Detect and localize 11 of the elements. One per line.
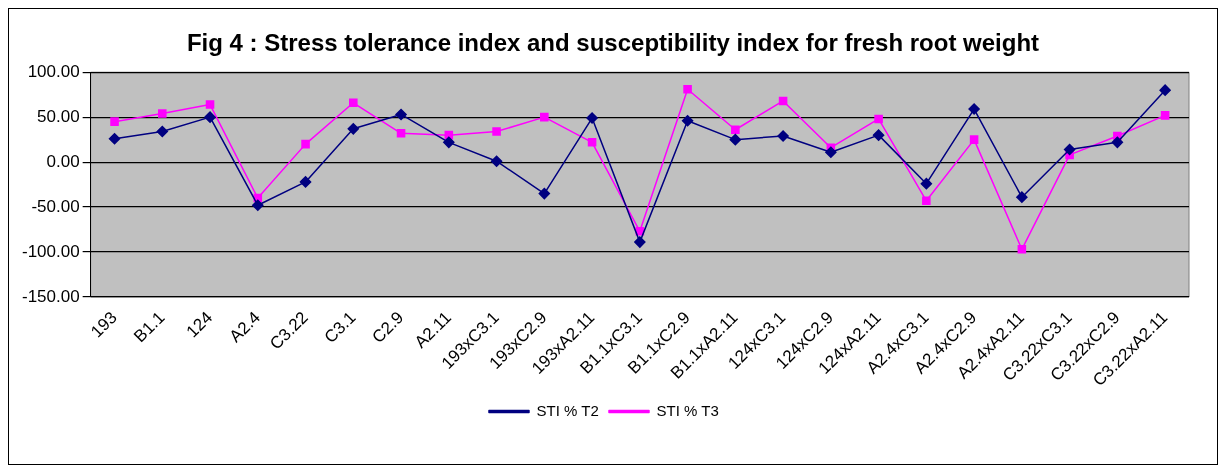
x-tick-label: 124 xyxy=(182,307,217,342)
legend-label: STI % T2 xyxy=(536,401,599,419)
legend-label: STI % T3 xyxy=(656,401,719,419)
y-tick-label: 0.00 xyxy=(46,151,80,171)
y-tick-label: -50.00 xyxy=(31,196,80,216)
y-tick-label: -100.00 xyxy=(21,241,80,261)
y-tick-label: -150.00 xyxy=(21,286,80,306)
x-tick-label: 193 xyxy=(87,307,121,342)
chart-title: Fig 4 : Stress tolerance index and susceptibility index for fresh root weight xyxy=(185,28,1041,58)
y-tick-label: 50.00 xyxy=(37,106,80,126)
y-tick-label: 100.00 xyxy=(27,61,80,81)
